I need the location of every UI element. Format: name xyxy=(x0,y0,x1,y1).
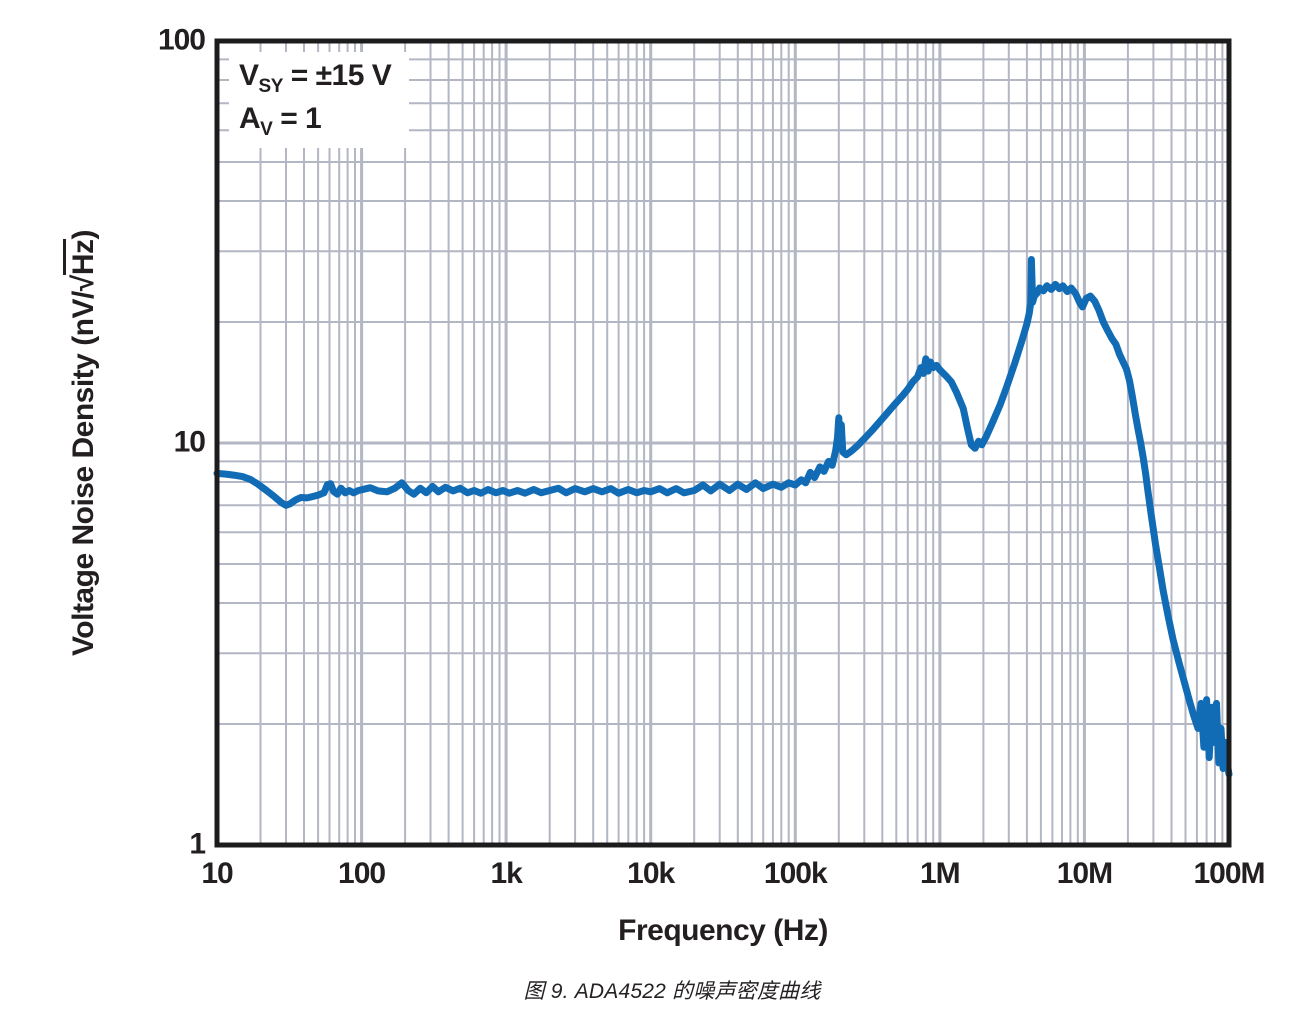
gridlines xyxy=(217,41,1229,845)
x-axis-title: Frequency (Hz) xyxy=(618,914,828,947)
x-tick-label: 10k xyxy=(627,857,675,890)
conditions-annotation: VSY = ±15 V AV = 1 xyxy=(229,52,410,149)
x-tick-label: 1k xyxy=(490,857,522,890)
x-tick-label: 100 xyxy=(338,857,386,890)
y-tick-label: 100 xyxy=(157,23,206,57)
noise-curve xyxy=(213,256,1233,778)
plot-frame xyxy=(214,38,1232,848)
supply-voltage-condition: VSY = ±15 V xyxy=(239,59,392,97)
x-tick-label: 100k xyxy=(763,857,828,890)
x-tick-label: 1M xyxy=(920,857,961,890)
x-tick-label: 100M xyxy=(1193,857,1265,890)
x-tick-label: 10 xyxy=(201,857,233,890)
sqrt-symbol: √ xyxy=(67,275,100,292)
figure-caption: 图 9. ADA4522 的噪声密度曲线 xyxy=(523,980,821,1003)
x-tick-label: 10M xyxy=(1056,857,1113,890)
y-tick-label: 10 xyxy=(173,425,206,459)
y-axis-title: Voltage Noise Density (nV/√Hz) xyxy=(63,230,101,656)
gain-condition: AV = 1 xyxy=(239,101,322,140)
y-tick-label: 1 xyxy=(189,827,206,861)
